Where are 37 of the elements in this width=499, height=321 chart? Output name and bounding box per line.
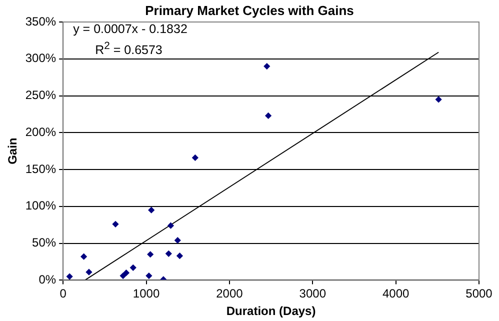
x-tick-label: 3000: [299, 286, 326, 301]
y-tick-label: 200%: [25, 124, 56, 139]
point: [174, 237, 181, 244]
annotation: R$^{2}$ = 0.6573: [95, 41, 162, 58]
point: [435, 96, 442, 103]
y-tick-label: 100%: [25, 198, 56, 213]
point: [130, 264, 136, 271]
point: [264, 63, 270, 70]
x-tick-label: 1000: [132, 286, 160, 301]
y-tick-label: 150%: [25, 162, 56, 176]
point: [86, 268, 92, 276]
y-tick-label: 250%: [25, 88, 56, 102]
chart-title: Primary Market Cycles with Gains: [145, 3, 354, 18]
point: [265, 112, 272, 119]
point: [120, 272, 126, 279]
point: [168, 222, 174, 229]
point: [166, 250, 172, 257]
annotation: y = 0.0007x - 0.1832: [73, 22, 188, 36]
point: [112, 221, 119, 228]
point: [146, 272, 152, 279]
point: [148, 207, 154, 214]
point: [80, 253, 87, 260]
x-tick-label: 4000: [382, 286, 410, 301]
point: [123, 270, 130, 276]
x-tick-label: 5000: [466, 286, 493, 301]
x-tick-label: 2000: [216, 286, 244, 301]
point: [147, 251, 154, 258]
point: [176, 252, 183, 259]
x-axis-title: Duration (Days): [226, 304, 316, 318]
y-tick-label: 50%: [32, 236, 56, 250]
y-tick-label: 300%: [25, 51, 56, 66]
x-tick-label: 0: [60, 286, 67, 301]
y-tick-label: 350%: [25, 14, 56, 28]
y-tick-label: 0%: [38, 272, 56, 287]
y-axis-title: Gain: [6, 138, 20, 164]
point: [192, 154, 198, 161]
point: [66, 273, 73, 280]
